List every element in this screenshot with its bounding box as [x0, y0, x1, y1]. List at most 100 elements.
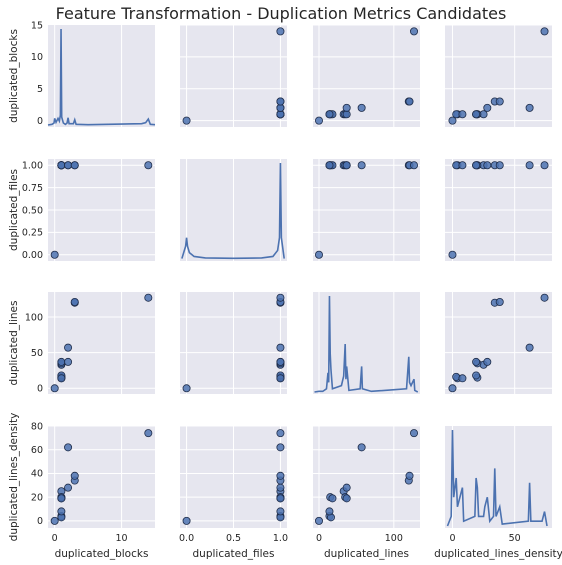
x-axis-label: duplicated_blocks: [55, 548, 149, 560]
x-tick-label: 10: [116, 533, 128, 544]
y-axis-label: duplicated_blocks: [8, 29, 20, 123]
scatter-point: [405, 97, 414, 106]
scatter-point: [70, 297, 79, 306]
y-tick-label: 40: [31, 469, 43, 480]
scatter-point: [495, 161, 504, 170]
y-axis-label: duplicated_lines_density: [8, 413, 20, 542]
scatter-point: [328, 494, 337, 503]
x-tick-label: 0: [449, 533, 455, 544]
scatter-point: [357, 161, 366, 170]
scatter-point: [144, 161, 153, 170]
scatter-point: [525, 161, 534, 170]
kde-curve-duplicated_files: [181, 162, 285, 260]
scatter-point: [472, 110, 481, 119]
subplot-duplicated_files-vs-duplicated_lines_density: [445, 159, 552, 261]
scatter-point: [357, 103, 366, 112]
scatter-point: [70, 471, 79, 480]
subplot-duplicated_lines_density-vs-duplicated_lines_density: 0 50 duplicated_lines_density: [434, 426, 562, 560]
subplot-background: [313, 25, 420, 127]
x-axis-label: duplicated_lines: [324, 548, 409, 560]
scatter-point: [357, 443, 366, 452]
y-tick-label: 0.00: [22, 250, 43, 261]
scatter-point: [276, 443, 285, 452]
y-tick-label: 50: [31, 348, 43, 359]
y-tick-label: 80: [31, 421, 43, 432]
y-tick-label: 0: [37, 116, 43, 127]
scatter-point: [325, 161, 334, 170]
scatter-point: [342, 103, 351, 112]
scatter-point: [276, 507, 285, 516]
scatter-point: [144, 429, 153, 438]
y-tick-label: 100: [25, 312, 43, 323]
y-tick-label: 0.25: [22, 228, 43, 239]
scatter-point: [342, 483, 351, 492]
subplot-duplicated_blocks-vs-duplicated_lines: [313, 24, 420, 127]
y-tick-label: 0: [37, 516, 43, 527]
y-tick-label: 60: [31, 445, 43, 456]
y-tick-label: 0.75: [22, 183, 43, 194]
scatter-point: [276, 471, 285, 480]
scatter-point: [50, 516, 59, 525]
scatter-point: [276, 494, 285, 503]
subplot-duplicated_blocks-vs-duplicated_lines_density: [445, 24, 552, 127]
x-tick-label: 0.5: [226, 533, 241, 544]
scatter-point: [314, 250, 323, 259]
scatter-point: [276, 343, 285, 352]
scatter-point: [495, 297, 504, 306]
x-axis-label: duplicated_files: [193, 548, 275, 560]
scatter-point: [472, 357, 481, 366]
scatter-point: [483, 161, 492, 170]
scatter-point: [57, 161, 66, 170]
subplot-duplicated_lines-vs-duplicated_lines_density: [445, 292, 552, 394]
y-tick-label: 0.50: [22, 205, 43, 216]
scatter-point: [182, 116, 191, 125]
scatter-point: [458, 110, 467, 119]
scatter-point: [57, 374, 66, 383]
scatter-point: [276, 429, 285, 438]
subplot-duplicated_lines_density-vs-duplicated_lines: 0 100 duplicated_lines: [313, 425, 420, 560]
scatter-point: [540, 293, 549, 302]
scatter-point: [50, 250, 59, 259]
scatter-point: [342, 161, 351, 170]
subplot-duplicated_blocks-vs-duplicated_blocks: 0 5 10 15 duplicated_blocks: [8, 20, 156, 127]
subplot-background: [48, 426, 155, 528]
x-tick-label: 100: [385, 533, 403, 544]
scatter-point: [57, 494, 66, 503]
scatter-point: [410, 27, 419, 36]
kde-curve-duplicated_lines_density: [446, 429, 548, 527]
scatter-point: [448, 250, 457, 259]
scatter-point: [64, 443, 73, 452]
scatter-point: [64, 161, 73, 170]
scatter-point: [472, 161, 481, 170]
scatter-point: [314, 116, 323, 125]
scatter-point: [57, 357, 66, 366]
x-tick-label: 0.0: [179, 533, 194, 544]
subplot-background: [48, 292, 155, 394]
scatter-point: [314, 516, 323, 525]
y-tick-label: 0: [37, 384, 43, 395]
y-tick-label: 1.00: [22, 161, 43, 172]
scatter-point: [410, 429, 419, 438]
scatter-point: [483, 103, 492, 112]
scatter-point: [64, 343, 73, 352]
scatter-point: [64, 483, 73, 492]
scatter-point: [525, 343, 534, 352]
subplot-duplicated_blocks-vs-duplicated_files: [180, 24, 287, 127]
x-axis-label: duplicated_lines_density: [434, 548, 562, 560]
scatter-point: [325, 507, 334, 516]
chart-title: Feature Transformation - Duplication Met…: [55, 4, 507, 23]
subplot-duplicated_lines_density-vs-duplicated_files: 0.0 0.5 1.0 duplicated_files: [179, 425, 288, 560]
y-axis-label: duplicated_lines: [8, 301, 20, 386]
scatter-point: [458, 374, 467, 383]
scatter-point: [276, 97, 285, 106]
subplot-duplicated_lines-vs-duplicated_files: [180, 292, 287, 394]
scatter-point: [70, 161, 79, 170]
scatter-point: [405, 471, 414, 480]
kde-curve-duplicated_blocks: [47, 28, 156, 126]
y-tick-label: 5: [37, 84, 43, 95]
scatter-point: [342, 494, 351, 503]
scatter-point: [182, 384, 191, 393]
subplot-background: [48, 25, 155, 127]
scatter-point: [276, 27, 285, 36]
